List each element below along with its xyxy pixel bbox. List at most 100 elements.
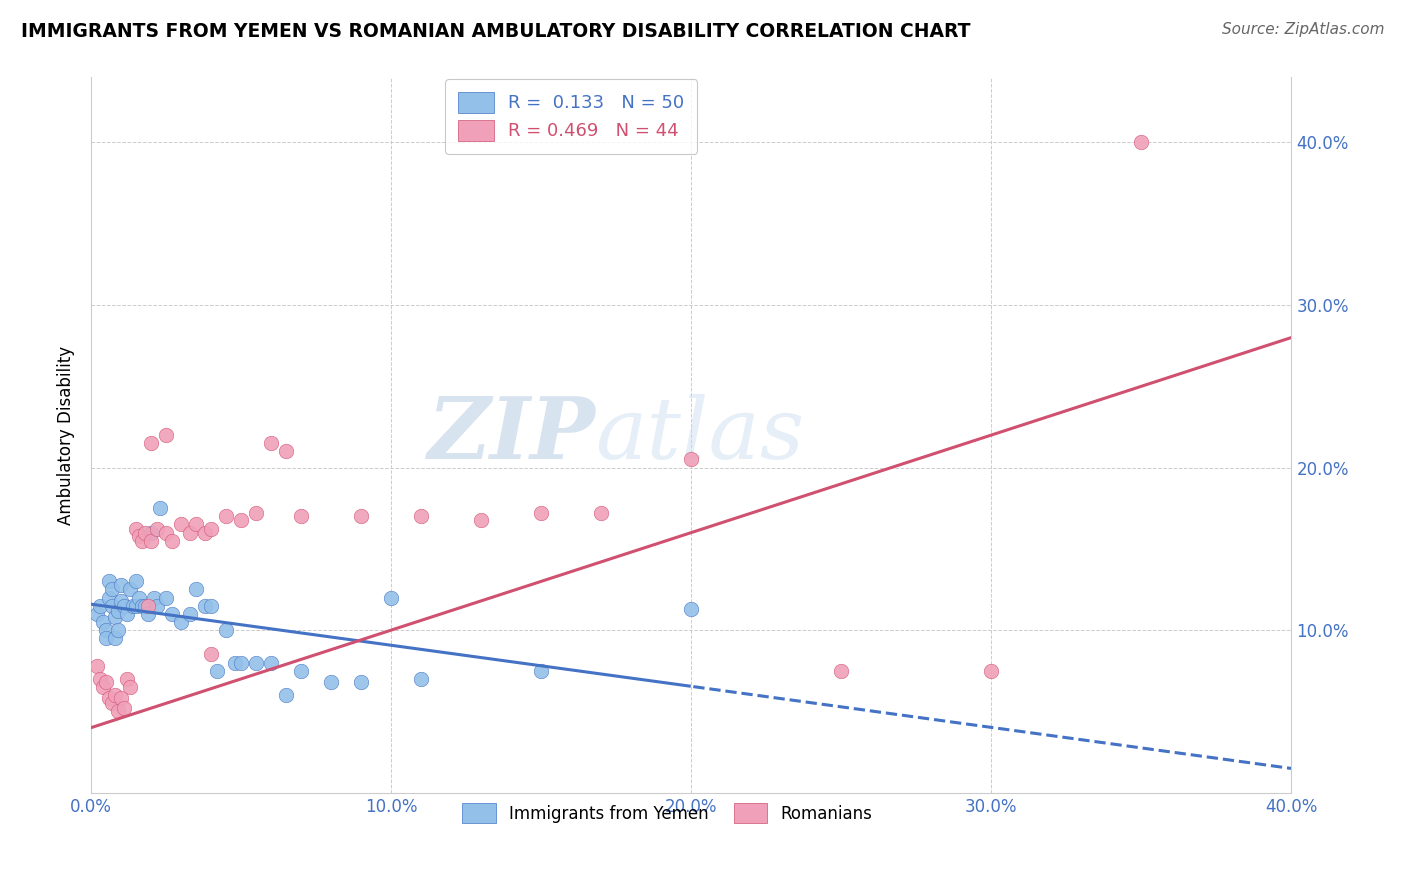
Point xyxy=(224,656,246,670)
Legend: Immigrants from Yemen, Romanians: Immigrants from Yemen, Romanians xyxy=(451,792,884,834)
Point xyxy=(155,525,177,540)
Point xyxy=(146,599,169,613)
Point xyxy=(411,509,433,524)
Point xyxy=(89,599,111,613)
Point xyxy=(134,525,156,540)
Text: Source: ZipAtlas.com: Source: ZipAtlas.com xyxy=(1222,22,1385,37)
Point xyxy=(128,529,150,543)
Point xyxy=(107,705,129,719)
Point xyxy=(194,599,217,613)
Point xyxy=(98,574,121,589)
Point xyxy=(470,512,492,526)
Point xyxy=(186,582,208,597)
Point xyxy=(136,607,159,621)
Point xyxy=(194,525,217,540)
Point xyxy=(131,599,153,613)
Point xyxy=(160,533,183,548)
Point xyxy=(980,664,1002,678)
Point xyxy=(260,436,283,450)
Point xyxy=(411,672,433,686)
Point xyxy=(350,509,373,524)
Point xyxy=(200,522,222,536)
Point xyxy=(89,672,111,686)
Point xyxy=(186,517,208,532)
Point xyxy=(215,509,238,524)
Point xyxy=(112,599,135,613)
Point xyxy=(107,604,129,618)
Point xyxy=(200,599,222,613)
Point xyxy=(131,533,153,548)
Point xyxy=(101,696,124,710)
Point xyxy=(231,512,253,526)
Point xyxy=(112,701,135,715)
Point xyxy=(110,594,132,608)
Point xyxy=(115,672,138,686)
Point xyxy=(110,691,132,706)
Point xyxy=(104,632,127,646)
Point xyxy=(681,452,703,467)
Text: IMMIGRANTS FROM YEMEN VS ROMANIAN AMBULATORY DISABILITY CORRELATION CHART: IMMIGRANTS FROM YEMEN VS ROMANIAN AMBULA… xyxy=(21,22,970,41)
Point xyxy=(125,522,148,536)
Point xyxy=(91,615,114,629)
Point xyxy=(104,610,127,624)
Point xyxy=(205,664,228,678)
Point xyxy=(107,623,129,637)
Point xyxy=(681,602,703,616)
Point xyxy=(125,574,148,589)
Point xyxy=(380,591,402,605)
Point xyxy=(215,623,238,637)
Point xyxy=(141,533,163,548)
Point xyxy=(120,680,142,694)
Point xyxy=(125,599,148,613)
Point xyxy=(134,599,156,613)
Point xyxy=(170,615,193,629)
Point xyxy=(136,599,159,613)
Point xyxy=(160,607,183,621)
Point xyxy=(86,607,108,621)
Point xyxy=(98,691,121,706)
Point xyxy=(91,680,114,694)
Point xyxy=(290,664,312,678)
Point xyxy=(143,591,166,605)
Point xyxy=(276,688,298,702)
Point xyxy=(149,501,172,516)
Point xyxy=(200,648,222,662)
Point xyxy=(115,607,138,621)
Point xyxy=(290,509,312,524)
Point xyxy=(128,591,150,605)
Point xyxy=(170,517,193,532)
Point xyxy=(146,522,169,536)
Point xyxy=(245,656,267,670)
Point xyxy=(155,591,177,605)
Point xyxy=(101,582,124,597)
Point xyxy=(231,656,253,670)
Point xyxy=(110,577,132,591)
Point xyxy=(96,632,118,646)
Point xyxy=(179,607,201,621)
Point xyxy=(98,591,121,605)
Point xyxy=(96,623,118,637)
Point xyxy=(830,664,852,678)
Point xyxy=(86,658,108,673)
Point xyxy=(141,436,163,450)
Point xyxy=(1130,136,1153,150)
Point xyxy=(179,525,201,540)
Point xyxy=(141,525,163,540)
Point xyxy=(120,582,142,597)
Y-axis label: Ambulatory Disability: Ambulatory Disability xyxy=(58,345,75,524)
Point xyxy=(530,506,553,520)
Point xyxy=(276,444,298,458)
Point xyxy=(155,428,177,442)
Text: ZIP: ZIP xyxy=(427,393,595,477)
Point xyxy=(260,656,283,670)
Point xyxy=(122,599,145,613)
Point xyxy=(245,506,267,520)
Point xyxy=(591,506,613,520)
Point xyxy=(101,599,124,613)
Point xyxy=(96,675,118,690)
Point xyxy=(350,675,373,690)
Point xyxy=(104,688,127,702)
Point xyxy=(530,664,553,678)
Point xyxy=(321,675,343,690)
Text: atlas: atlas xyxy=(595,393,804,476)
